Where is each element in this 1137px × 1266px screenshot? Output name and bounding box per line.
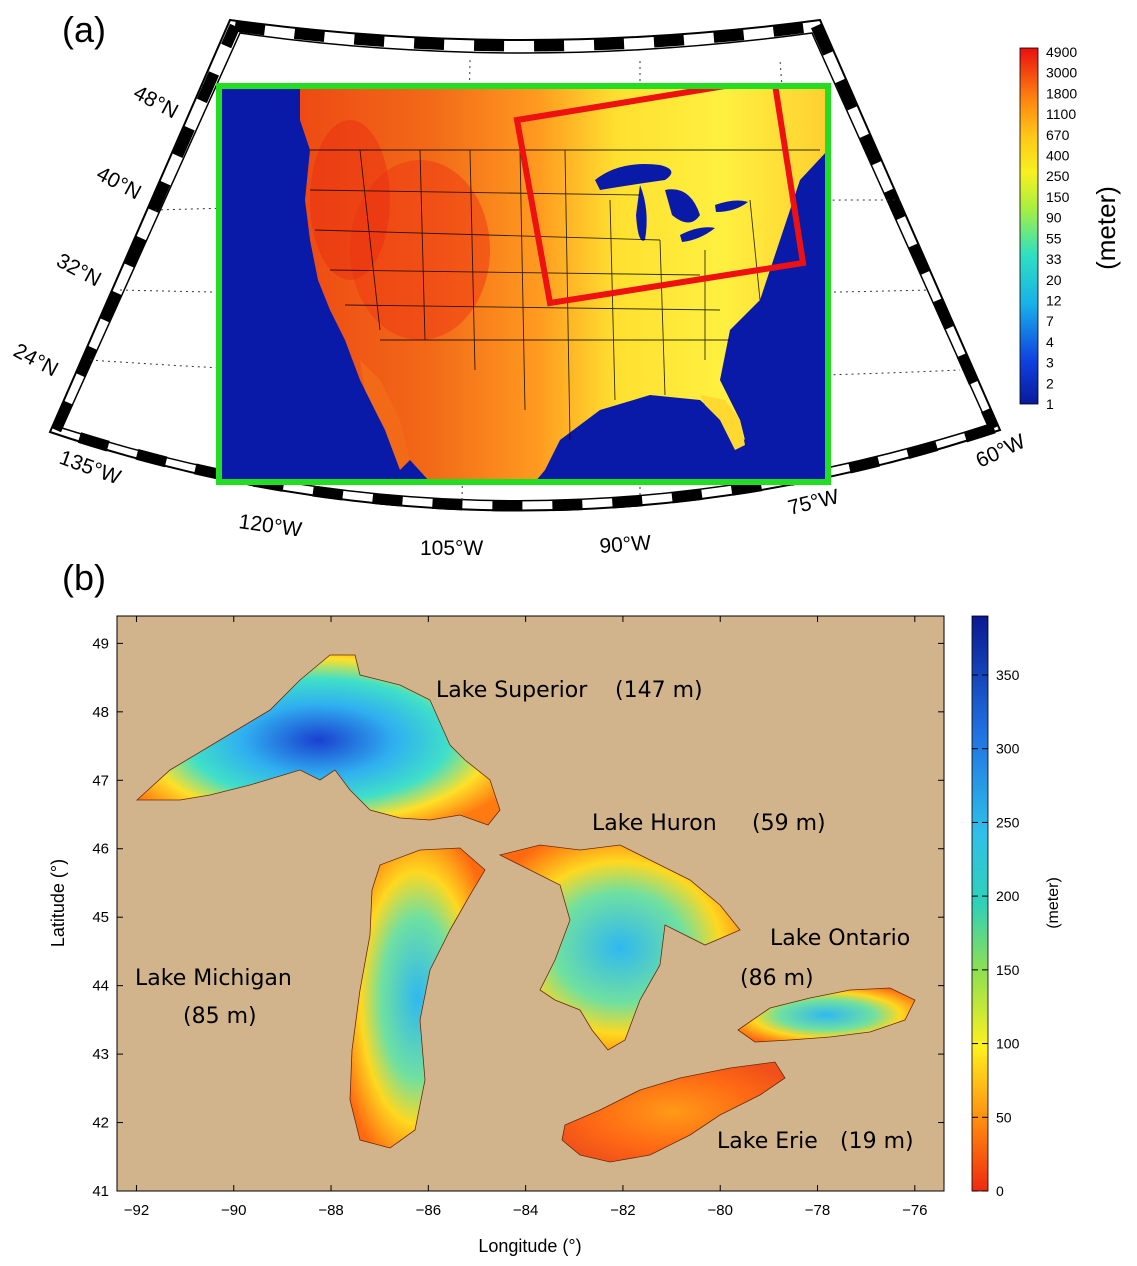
lake-label-michigan-depth: (85 m) [183, 1004, 257, 1029]
lat-label-48: 48°N [130, 81, 182, 123]
x-tick-label-b: −92 [124, 1202, 149, 1219]
lake-label-superior-depth: (147 m) [615, 678, 703, 703]
colorbar-a-tick-label: 150 [1046, 189, 1070, 205]
colorbar-a-tick-label: 20 [1046, 272, 1062, 288]
map-b-plot: −92 −90 −88 −86 −84 −82 −80 −78 −76 41 42 43 44 45 46… [48, 615, 945, 1256]
lat-label-24: 24°N [10, 339, 62, 381]
x-tick-label-b: −78 [805, 1202, 830, 1219]
colorbar-a-tick-label: 3000 [1046, 65, 1077, 81]
lake-label-huron-name: Lake Huron [592, 811, 717, 836]
state-boundaries [309, 149, 820, 441]
colorbar-b-tick-label: 100 [996, 1036, 1020, 1052]
lat-label-40: 40°N [93, 162, 145, 204]
y-tick-label-b: 46 [92, 841, 109, 858]
lake-label-ontario-name: Lake Ontario [770, 926, 910, 951]
x-tick-label-b: −88 [318, 1202, 343, 1219]
y-tick-label-b: 47 [92, 772, 109, 789]
colorbar-b-unit: (meter) [1045, 877, 1062, 929]
colorbar-a-tick-label: 670 [1046, 127, 1070, 143]
lake-label-ontario-depth: (86 m) [740, 966, 814, 991]
lake-ontario [737, 987, 916, 1043]
lat-label-32: 32°N [53, 249, 105, 291]
y-tick-label-b: 45 [92, 909, 109, 926]
outer-domain-box [216, 83, 831, 485]
lon-label-90: 90°W [599, 531, 652, 558]
colorbar-a-tick-label: 1800 [1046, 85, 1077, 101]
lake-erie [561, 1061, 786, 1163]
colorbar-a-tick-label: 4 [1046, 334, 1054, 350]
colorbar-a: 4900300018001100670400250150905533201274… [1019, 44, 1121, 412]
x-axis-label-b: Longitude (°) [478, 1236, 581, 1256]
colorbar-a-tick-label: 55 [1046, 230, 1062, 246]
lake-huron [498, 844, 741, 1051]
colorbar-b-tick-label: 0 [996, 1183, 1004, 1199]
x-tick-label-b: −86 [416, 1202, 441, 1219]
colorbar-b-tick-label: 250 [996, 814, 1020, 830]
colorbar-a-tick-label: 7 [1046, 313, 1054, 329]
x-axis-b: −92 −90 −88 −86 −84 −82 −80 −78 −76 [124, 616, 928, 1219]
y-tick-label-b: 43 [92, 1046, 109, 1063]
elevation-map [219, 86, 828, 482]
y-tick-label-b: 49 [92, 635, 109, 652]
colorbar-a-tick-label: 12 [1046, 292, 1062, 308]
lake-label-michigan-name: Lake Michigan [135, 966, 292, 991]
y-axis-b: 41 42 43 44 45 46 47 48 49 [92, 635, 944, 1200]
panel-b-label: (b) [62, 557, 106, 598]
lake-label-erie-depth: (19 m) [840, 1129, 914, 1154]
x-tick-label-b: −90 [221, 1202, 246, 1219]
y-axis-label-b: Latitude (°) [48, 859, 68, 947]
colorbar-a-tick-label: 2 [1046, 375, 1054, 391]
lon-label-105: 105°W [420, 537, 483, 560]
colorbar-b-tick-label: 350 [996, 667, 1020, 683]
colorbar-b-tick-label: 300 [996, 741, 1020, 757]
lake-label-superior-name: Lake Superior [436, 678, 588, 703]
lake-michigan [349, 847, 486, 1149]
colorbar-a-tick-label: 33 [1046, 251, 1062, 267]
colorbar-b-tick-label: 150 [996, 962, 1020, 978]
panel-a-label: (a) [62, 9, 106, 50]
lon-label-75: 75°W [786, 485, 842, 520]
colorbar-a-tick-label: 3 [1046, 355, 1054, 371]
x-tick-label-b: −76 [902, 1202, 927, 1219]
lon-label-120: 120°W [237, 510, 303, 542]
colorbar-b: 350 300 250 200 150 100 50 0 (meter) [971, 615, 1062, 1199]
colorbar-a-tick-label: 1100 [1046, 106, 1076, 122]
y-tick-label-b: 48 [92, 704, 109, 721]
x-tick-label-b: −82 [610, 1202, 635, 1219]
plot-b-background [116, 615, 945, 1192]
colorbar-a-unit: (meter) [1091, 186, 1121, 270]
colorbar-a-tick-label: 400 [1046, 148, 1070, 164]
lake-label-huron-depth: (59 m) [752, 811, 826, 836]
colorbar-a-ticks: 4900300018001100670400250150905533201274… [1046, 44, 1077, 412]
colorbar-b-tick-label: 200 [996, 888, 1020, 904]
colorbar-a-tick-label: 250 [1046, 168, 1070, 184]
lake-label-erie-name: Lake Erie [717, 1129, 818, 1154]
colorbar-b-ticks: 350 300 250 200 150 100 50 0 [972, 667, 1020, 1199]
x-tick-label-b: −80 [707, 1202, 732, 1219]
inner-domain-box [513, 86, 807, 307]
y-tick-label-b: 42 [92, 1115, 109, 1132]
x-tick-label-b: −84 [513, 1202, 538, 1219]
colorbar-a-tick-label: 90 [1046, 210, 1062, 226]
colorbar-a-tick-label: 1 [1046, 396, 1054, 412]
lake-superior [135, 654, 501, 826]
great-lakes-a [595, 164, 748, 242]
y-tick-label-b: 44 [92, 978, 109, 995]
y-tick-label-b: 41 [92, 1183, 109, 1200]
colorbar-b-tick-label: 50 [996, 1109, 1012, 1125]
colorbar-a-tick-label: 4900 [1046, 44, 1077, 60]
